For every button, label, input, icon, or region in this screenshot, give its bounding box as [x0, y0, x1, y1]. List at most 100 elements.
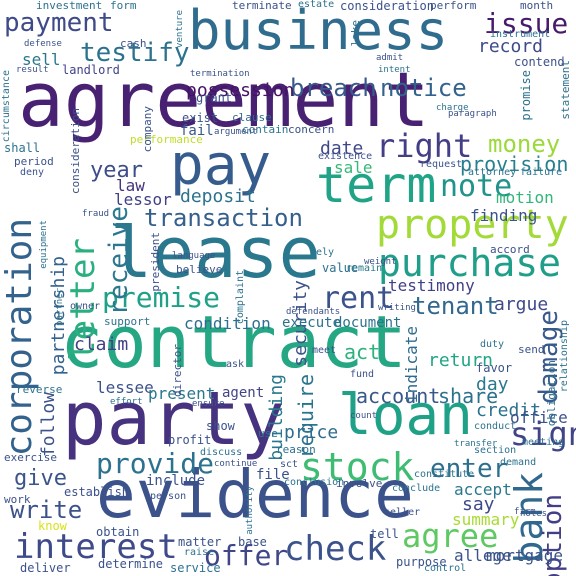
- word-conclude: conclude: [392, 483, 441, 494]
- word-sct: sct: [280, 459, 299, 470]
- word-control: control: [424, 563, 467, 574]
- word-fund: fund: [350, 369, 375, 380]
- word-law: law: [116, 176, 145, 195]
- word-lease: lease: [110, 212, 321, 294]
- word-intent: intent: [378, 65, 411, 75]
- word-ensure: ensure: [192, 399, 225, 409]
- word-section: section: [474, 445, 517, 456]
- word-contain: contain: [242, 123, 289, 136]
- word-argument: argument: [214, 127, 258, 137]
- word-possession: possession: [186, 80, 295, 101]
- word-president: president: [149, 232, 162, 292]
- word-return: return: [428, 350, 494, 371]
- word-right: right: [376, 127, 473, 165]
- word-involve: involve: [336, 477, 383, 490]
- word-record: record: [478, 36, 544, 57]
- word-work: work: [4, 493, 31, 506]
- word-investment: investment: [36, 0, 103, 12]
- word-promise: promise: [519, 70, 533, 121]
- word-exercise: exercise: [4, 451, 57, 464]
- word-instrument: instrument: [490, 29, 551, 40]
- word-give: give: [14, 466, 67, 491]
- word-show: show: [206, 419, 235, 433]
- word-accept: accept: [454, 480, 512, 499]
- word-send: send: [518, 343, 545, 356]
- word-writing: writing: [378, 303, 416, 313]
- word-term: term: [316, 156, 437, 214]
- word-stock: stock: [300, 445, 415, 489]
- word-fraud: fraud: [82, 209, 110, 219]
- word-meeting: meeting: [522, 437, 565, 448]
- word-deliver: deliver: [20, 561, 71, 575]
- word-sale: sale: [334, 158, 373, 177]
- word-tell: tell: [370, 527, 399, 541]
- word-breach: breach: [290, 74, 377, 102]
- word-purpose: purpose: [396, 555, 447, 569]
- word-lessor: lessor: [114, 190, 172, 209]
- word-believe: believe: [176, 263, 223, 276]
- word-company: company: [141, 106, 154, 153]
- word-document: document: [334, 315, 402, 331]
- word-authority: authority: [245, 486, 255, 535]
- word-lake: lake: [349, 20, 362, 47]
- word-rent: rent: [322, 281, 395, 316]
- word-know: know: [38, 519, 67, 533]
- word-ask: ask: [226, 359, 245, 370]
- word-deny: deny: [20, 167, 45, 178]
- word-exist: exist: [182, 111, 219, 125]
- word-language: language: [172, 251, 216, 261]
- word-credit: credit: [476, 400, 542, 421]
- word-effort: effort: [110, 397, 143, 407]
- word-period: period: [14, 155, 54, 168]
- word-contract: contract: [60, 300, 407, 384]
- word-weight: weight: [364, 257, 397, 267]
- word-testimony: testimony: [388, 276, 475, 295]
- word-pay: pay: [170, 133, 272, 198]
- word-constitute: constitute: [414, 469, 475, 480]
- word-sign: sign: [510, 415, 576, 453]
- word-execute: execute: [282, 315, 342, 331]
- word-notes: notes: [520, 509, 548, 519]
- word-charge: charge: [436, 103, 469, 113]
- word-owner: owner: [70, 301, 101, 312]
- word-conclusion: conclusion: [284, 477, 345, 488]
- word-support: support: [104, 315, 151, 328]
- word-indicate: indicate: [402, 326, 421, 404]
- word-provide: provide: [96, 447, 215, 480]
- word-estate: estate: [298, 0, 335, 10]
- word-purchase: purchase: [378, 241, 562, 285]
- word-consideration: consideration: [69, 108, 82, 195]
- word-clause: clause: [232, 111, 272, 124]
- word-sell: sell: [22, 50, 61, 69]
- word-property: property: [376, 202, 569, 248]
- word-present: present: [148, 384, 216, 403]
- word-paragraph: paragraph: [448, 109, 497, 119]
- word-testify: testify: [80, 38, 190, 68]
- word-partner: partner: [55, 288, 65, 326]
- word-include: include: [146, 473, 206, 489]
- word-summary: summary: [452, 510, 520, 529]
- word-loan: loan: [338, 383, 473, 448]
- word-demand: demand: [500, 457, 537, 468]
- word-payment: payment: [4, 8, 114, 38]
- word-contend: contend: [514, 55, 565, 69]
- word-duty: duty: [480, 339, 505, 350]
- word-reverse: reverse: [16, 383, 63, 396]
- word-transaction: transaction: [144, 204, 303, 232]
- word-write: write: [10, 496, 83, 524]
- word-person: person: [150, 491, 187, 502]
- word-base: base: [238, 535, 267, 549]
- word-day: day: [476, 374, 509, 395]
- word-firm: firm: [514, 507, 536, 517]
- word-use: use: [258, 427, 278, 440]
- word-motion: motion: [496, 188, 554, 207]
- word-admit: admit: [376, 53, 404, 63]
- word-money: money: [488, 130, 561, 158]
- word-enter: enter: [430, 454, 509, 484]
- word-month: month: [520, 0, 554, 12]
- word-determine: determine: [98, 557, 164, 571]
- word-reason: reason: [276, 443, 316, 456]
- word-establish: establish: [64, 485, 130, 499]
- word-landlord: landlord: [62, 63, 120, 77]
- word-defense: defense: [24, 39, 62, 49]
